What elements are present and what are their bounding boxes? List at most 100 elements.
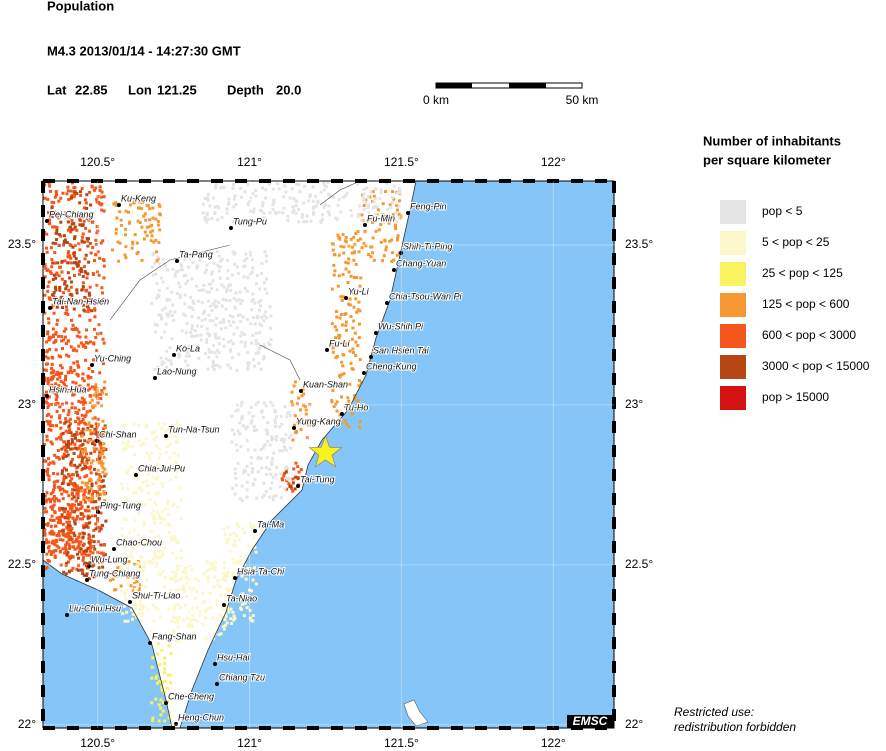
- pop-cell: [228, 549, 232, 553]
- pop-cell: [63, 378, 67, 382]
- pop-cell: [72, 195, 76, 199]
- lat-tick-label: 22.5°: [8, 557, 36, 571]
- pop-cell: [89, 251, 93, 255]
- pop-cell: [148, 529, 152, 533]
- pop-cell: [131, 607, 135, 611]
- pop-cell: [50, 293, 54, 297]
- pop-cell: [45, 498, 49, 502]
- pop-cell: [396, 191, 400, 195]
- pop-cell: [72, 531, 76, 535]
- pop-cell: [140, 607, 144, 611]
- pop-cell: [163, 656, 167, 660]
- pop-cell: [133, 612, 137, 616]
- pop-cell: [81, 535, 85, 539]
- pop-cell: [171, 465, 175, 469]
- pop-cell: [284, 190, 288, 194]
- pop-cell: [232, 543, 236, 547]
- pop-cell: [386, 207, 390, 211]
- pop-cell: [166, 513, 170, 517]
- pop-cell: [231, 573, 235, 577]
- pop-cell: [67, 409, 71, 413]
- pop-cell: [372, 258, 376, 262]
- pop-cell: [70, 406, 74, 410]
- pop-cell: [232, 320, 236, 324]
- city-dot: [128, 600, 132, 604]
- pop-cell: [88, 293, 92, 297]
- pop-cell: [283, 487, 287, 491]
- pop-cell: [88, 521, 92, 525]
- pop-cell: [53, 554, 57, 558]
- pop-cell: [246, 202, 250, 206]
- pop-cell: [358, 284, 362, 288]
- pop-cell: [256, 350, 260, 354]
- pop-cell: [102, 558, 106, 562]
- pop-cell: [160, 465, 164, 469]
- pop-cell: [166, 522, 170, 526]
- pop-cell: [192, 618, 196, 622]
- pop-cell: [342, 245, 346, 249]
- pop-cell: [68, 254, 72, 258]
- depth-label: Depth: [227, 82, 264, 97]
- pop-cell: [188, 621, 192, 625]
- city-dot: [95, 439, 99, 443]
- pop-cell: [72, 369, 76, 373]
- pop-cell: [57, 216, 61, 220]
- pop-cell: [98, 434, 102, 438]
- pop-cell: [81, 377, 85, 381]
- pop-cell: [220, 283, 224, 287]
- pop-cell: [224, 593, 228, 597]
- pop-cell: [150, 701, 154, 705]
- pop-cell: [243, 340, 247, 344]
- pop-cell: [189, 306, 193, 310]
- pop-cell: [77, 535, 81, 539]
- pop-cell: [77, 272, 81, 276]
- pop-cell: [48, 420, 52, 424]
- pop-cell: [269, 314, 273, 318]
- pop-cell: [159, 466, 163, 470]
- city-dot: [292, 426, 296, 430]
- pop-cell: [47, 462, 51, 466]
- pop-cell: [65, 468, 69, 472]
- pop-cell: [193, 329, 197, 333]
- pop-cell: [169, 535, 173, 539]
- pop-cell: [160, 554, 164, 558]
- pop-cell: [304, 412, 308, 416]
- pop-cell: [82, 531, 86, 535]
- pop-cell: [222, 574, 226, 578]
- pop-cell: [254, 582, 258, 586]
- city-label: Shih-Ti-Ping: [403, 241, 452, 251]
- pop-cell: [345, 191, 349, 195]
- pop-cell: [91, 220, 95, 224]
- pop-cell: [75, 567, 79, 571]
- pop-cell: [98, 456, 102, 460]
- pop-cell: [64, 327, 68, 331]
- pop-cell: [190, 606, 194, 610]
- pop-cell: [190, 334, 194, 338]
- pop-cell: [72, 503, 76, 507]
- pop-cell: [161, 569, 165, 573]
- pop-cell: [190, 588, 194, 592]
- pop-cell: [61, 538, 65, 542]
- pop-cell: [207, 355, 211, 359]
- pop-cell: [89, 465, 93, 469]
- pop-cell: [254, 194, 258, 198]
- pop-cell: [47, 545, 51, 549]
- pop-cell: [64, 443, 68, 447]
- pop-cell: [292, 467, 296, 471]
- pop-cell: [88, 409, 92, 413]
- pop-cell: [336, 203, 340, 207]
- pop-cell: [54, 276, 58, 280]
- pop-cell: [157, 719, 161, 723]
- pop-cell: [83, 500, 87, 504]
- pop-cell: [177, 616, 181, 620]
- pop-cell: [171, 537, 175, 541]
- pop-cell: [174, 423, 178, 427]
- pop-cell: [208, 304, 212, 308]
- pop-cell: [66, 510, 70, 514]
- pop-cell: [202, 572, 206, 576]
- pop-cell: [67, 354, 71, 358]
- pop-cell: [238, 313, 242, 317]
- pop-cell: [379, 240, 383, 244]
- pop-cell: [156, 255, 160, 259]
- pop-cell: [374, 187, 378, 191]
